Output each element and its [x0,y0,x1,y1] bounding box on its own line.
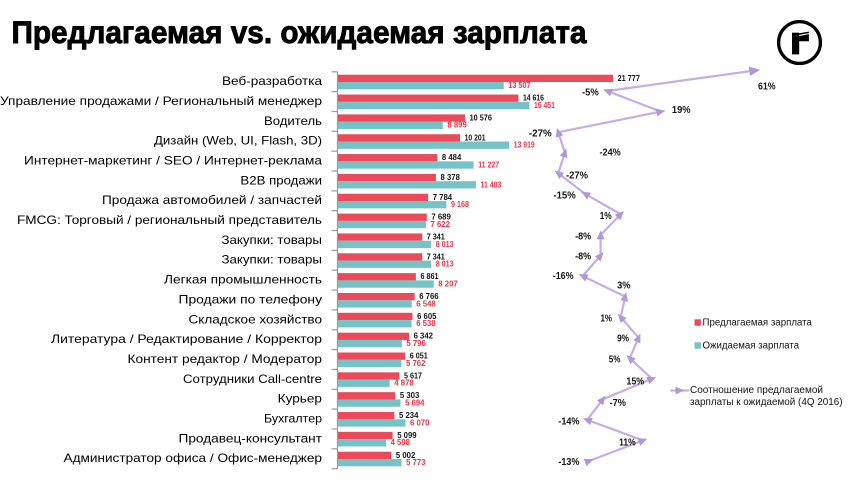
svg-text:1%: 1% [601,313,613,324]
svg-text:4 878: 4 878 [394,379,414,388]
svg-text:-14%: -14% [558,417,579,428]
svg-text:5 303: 5 303 [400,391,420,400]
svg-text:Ожидаемая зарплата: Ожидаемая зарплата [703,341,800,352]
svg-text:6 548: 6 548 [416,299,436,308]
svg-text:11 403: 11 403 [481,180,502,189]
svg-text:11 227: 11 227 [478,160,499,169]
svg-text:зарплаты к ожидаемой (4Q 2016): зарплаты к ожидаемой (4Q 2016) [690,397,843,408]
svg-text:5 773: 5 773 [406,458,426,467]
svg-text:5 694: 5 694 [405,399,425,408]
svg-text:Соотношение предлагаемой: Соотношение предлагаемой [690,385,823,396]
svg-text:Легкая промышленность: Легкая промышленность [164,273,322,287]
svg-text:8 378: 8 378 [441,173,461,182]
svg-text:14 616: 14 616 [523,94,544,103]
svg-text:10 201: 10 201 [465,133,486,142]
svg-text:Складское хозяйство: Складское хозяйство [189,312,323,326]
svg-text:7 689: 7 689 [431,213,451,222]
svg-text:15 451: 15 451 [534,101,555,110]
svg-text:6 605: 6 605 [417,312,437,321]
svg-text:6 051: 6 051 [410,352,428,361]
svg-text:Администратор офиса / Офис-мен: Администратор офиса / Офис-менеджер [64,451,323,465]
svg-text:Бухгалтер: Бухгалтер [264,411,322,425]
svg-text:-8%: -8% [575,252,591,263]
svg-text:Контент редактор / Модератор: Контент редактор / Модератор [128,352,323,366]
svg-text:Продажи по телефону: Продажи по телефону [179,292,323,306]
svg-text:-16%: -16% [553,271,574,282]
svg-text:61%: 61% [758,82,776,93]
svg-text:Продажа автомобилей / запчасте: Продажа автомобилей / запчастей [102,193,322,207]
svg-text:5 796: 5 796 [406,339,426,348]
svg-text:Управление продажами / Региона: Управление продажами / Региональный мене… [0,94,322,108]
svg-text:Курьер: Курьер [278,392,323,406]
svg-text:11%: 11% [619,437,636,448]
svg-text:7 341: 7 341 [427,232,445,241]
svg-text:Литература / Редактирование /: Литература / Редактирование / Корректор [51,332,322,346]
svg-text:Закупки: товары: Закупки: товары [222,253,323,267]
svg-text:19%: 19% [672,105,691,116]
svg-text:13 919: 13 919 [514,141,535,150]
svg-text:6 538: 6 538 [416,319,436,328]
svg-text:Продавец-консультант: Продавец-консультант [179,431,323,445]
svg-text:Предлагаемая vs. ожидаемая зар: Предлагаемая vs. ожидаемая зарплата [12,14,587,50]
svg-text:-27%: -27% [529,129,552,140]
svg-text:7 622: 7 622 [431,220,451,229]
svg-text:6 861: 6 861 [421,272,439,281]
svg-text:9%: 9% [617,334,629,345]
svg-text:8 013: 8 013 [436,260,454,269]
svg-text:-15%: -15% [553,191,575,202]
svg-text:Дизайн (Web, UI, Flash, 3D): Дизайн (Web, UI, Flash, 3D) [154,134,322,148]
svg-text:6 766: 6 766 [419,292,439,301]
svg-text:15%: 15% [626,376,644,387]
svg-text:Интернет-маркетинг / SEO / Инт: Интернет-маркетинг / SEO / Интернет-рекл… [24,154,322,168]
svg-text:10 576: 10 576 [470,113,493,122]
svg-text:B2B продажи: B2B продажи [240,173,322,187]
svg-text:Сотрудники Call-centre: Сотрудники Call-centre [183,372,322,386]
svg-text:3%: 3% [617,280,630,291]
svg-text:-27%: -27% [566,170,588,181]
svg-text:4 598: 4 598 [391,438,411,447]
svg-text:8 207: 8 207 [438,279,458,288]
svg-text:21 777: 21 777 [618,74,641,83]
svg-text:8 013: 8 013 [436,240,454,249]
svg-text:8 484: 8 484 [442,153,462,162]
svg-text:5 002: 5 002 [396,451,416,460]
svg-text:13 507: 13 507 [508,81,531,90]
svg-text:-5%: -5% [582,87,599,98]
svg-text:5%: 5% [609,355,621,366]
svg-text:6 342: 6 342 [414,332,434,341]
svg-text:-8%: -8% [575,231,591,242]
svg-text:7 341: 7 341 [427,252,445,261]
svg-text:5 762: 5 762 [406,359,426,368]
svg-text:-7%: -7% [610,398,626,409]
svg-text:5 234: 5 234 [399,411,419,420]
svg-text:9 168: 9 168 [451,200,469,209]
svg-text:Водитель: Водитель [264,114,322,128]
svg-text:7 784: 7 784 [433,193,453,202]
svg-text:5 099: 5 099 [397,431,417,440]
svg-text:8 899: 8 899 [447,121,467,130]
svg-text:-24%: -24% [600,148,621,159]
svg-text:Предлагаемая зарплата: Предлагаемая зарплата [703,318,813,329]
svg-text:5 617: 5 617 [404,371,422,380]
svg-text:1%: 1% [600,211,612,222]
svg-text:Закупки: товары: Закупки: товары [222,233,323,247]
svg-text:-13%: -13% [558,457,579,468]
svg-text:6 070: 6 070 [410,418,430,427]
svg-text:Веб-разработка: Веб-разработка [222,74,322,88]
svg-text:FMCG: Торговый / региональный: FMCG: Торговый / региональный представит… [17,213,322,227]
